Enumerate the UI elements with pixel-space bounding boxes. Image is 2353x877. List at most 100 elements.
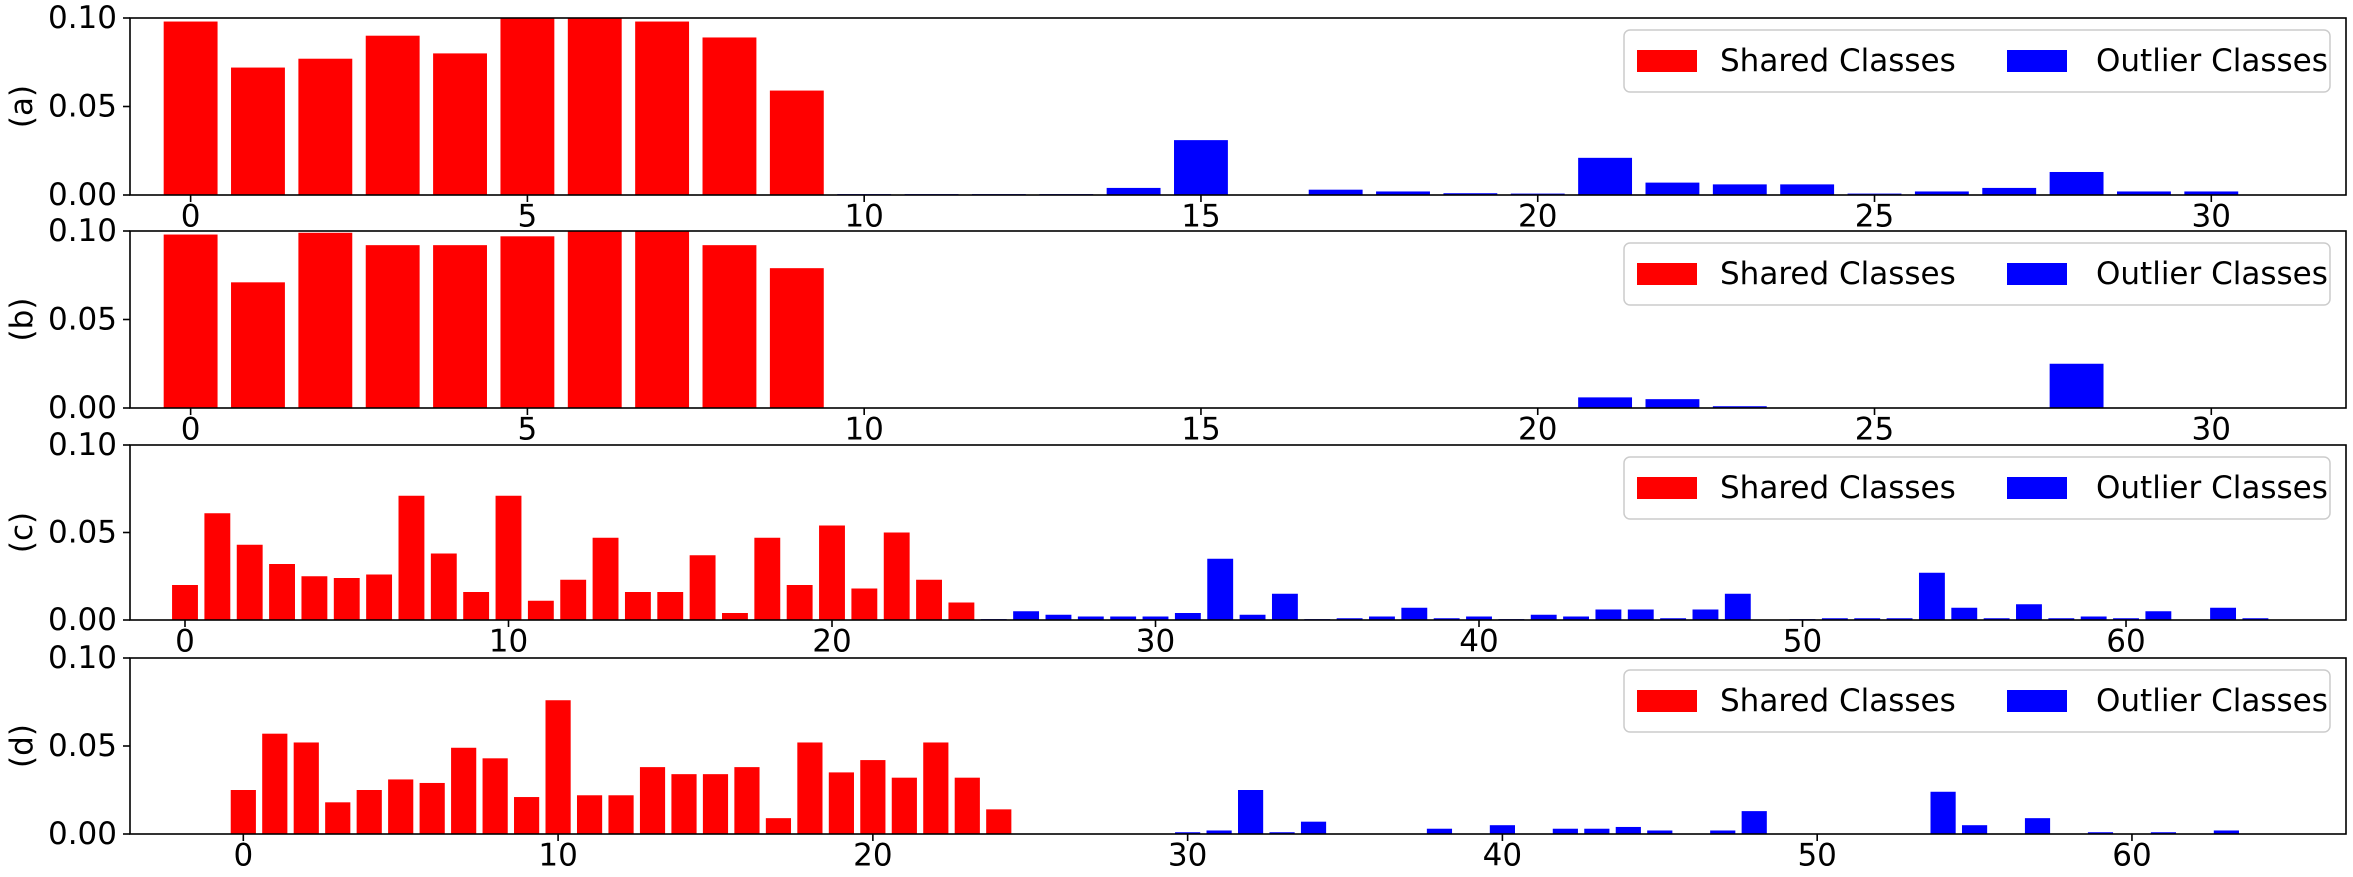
y-tick-label: 0.00 xyxy=(48,177,117,213)
outlier-bar xyxy=(1369,616,1395,620)
shared-bar xyxy=(689,555,716,620)
outlier-bar xyxy=(1692,609,1719,620)
shared-bar xyxy=(916,579,942,620)
outlier-bar xyxy=(1854,618,1881,620)
shared-bar xyxy=(702,37,757,195)
x-tick-label: 10 xyxy=(844,411,883,447)
legend-label-shared: Shared Classes xyxy=(1720,256,1956,292)
shared-bar xyxy=(269,564,295,620)
outlier-bar xyxy=(1443,193,1498,195)
outlier-bar xyxy=(2016,604,2042,620)
y-tick-label: 0.05 xyxy=(48,89,117,125)
outlier-bar xyxy=(1886,618,1913,620)
shared-bar xyxy=(986,809,1012,834)
legend-swatch-shared xyxy=(1637,477,1697,499)
shared-bar xyxy=(204,513,231,620)
shared-bar xyxy=(433,245,487,408)
y-axis-label: (a) xyxy=(4,85,40,128)
outlier-bar xyxy=(1951,607,1978,620)
x-tick-label: 30 xyxy=(1136,623,1175,659)
legend-label-shared: Shared Classes xyxy=(1720,43,1956,79)
shared-bar xyxy=(769,90,824,195)
x-tick-label: 60 xyxy=(2112,837,2151,873)
shared-bar xyxy=(236,544,263,620)
legend-swatch-outlier xyxy=(2007,690,2067,712)
shared-bar xyxy=(482,758,508,834)
shared-bar xyxy=(419,782,445,834)
outlier-bar xyxy=(1647,830,1673,834)
shared-bar xyxy=(702,774,729,834)
x-tick-label: 20 xyxy=(1518,198,1557,234)
shared-bar xyxy=(433,53,487,196)
x-tick-label: 30 xyxy=(2192,411,2231,447)
outlier-bar xyxy=(1271,593,1298,620)
shared-bar xyxy=(567,231,622,408)
shared-bar xyxy=(365,245,420,408)
outlier-bar xyxy=(1741,811,1767,834)
shared-bar xyxy=(333,578,360,620)
x-tick-label: 0 xyxy=(233,837,253,873)
outlier-bar xyxy=(1206,830,1232,834)
shared-bar xyxy=(624,592,651,620)
shared-bar xyxy=(671,774,697,834)
subplot-c: 0.00 0.05 0.10 0 10 20 30 40 50 60 (c) Shared Class… xyxy=(4,427,2347,659)
x-tick-label: 30 xyxy=(2192,198,2231,234)
outlier-bar xyxy=(1110,616,1137,620)
x-tick-label: 40 xyxy=(1459,623,1498,659)
shared-bar xyxy=(769,268,824,408)
legend-label-shared: Shared Classes xyxy=(1720,683,1956,719)
outlier-bar xyxy=(1174,140,1228,195)
y-tick-label: 0.00 xyxy=(48,390,117,426)
legend-frame xyxy=(1623,29,2331,93)
shared-bar xyxy=(495,495,522,620)
legend-swatch-shared xyxy=(1637,50,1697,72)
outlier-bar xyxy=(1106,187,1161,195)
shared-bar xyxy=(527,600,554,620)
shared-bar xyxy=(366,574,393,620)
shared-bar xyxy=(592,537,619,620)
x-tick-label: 0 xyxy=(181,198,201,234)
x-tick-label: 10 xyxy=(538,837,577,873)
shared-bar xyxy=(722,613,748,620)
x-tick-label: 10 xyxy=(844,198,883,234)
shared-bar xyxy=(635,21,690,195)
shared-bar xyxy=(163,234,218,408)
outlier-bar xyxy=(1660,618,1687,620)
shared-bar xyxy=(754,537,781,620)
shared-bar xyxy=(301,576,328,620)
x-tick-label: 20 xyxy=(1518,411,1557,447)
x-tick-label: 60 xyxy=(2106,623,2145,659)
outlier-bar xyxy=(1045,614,1072,620)
legend-label-outlier: Outlier Classes xyxy=(2096,256,2328,292)
shared-bar xyxy=(819,525,845,620)
shared-bar xyxy=(797,742,823,834)
y-tick-label: 0.10 xyxy=(48,427,117,463)
subplot-a: 0.00 0.05 0.10 0 5 10 15 20 25 30 (a) Shared Classe… xyxy=(4,0,2347,234)
outlier-bar xyxy=(1584,828,1610,834)
shared-bar xyxy=(923,742,949,834)
shared-bar xyxy=(325,802,351,834)
legend-label-outlier: Outlier Classes xyxy=(2096,43,2328,79)
x-tick-label: 50 xyxy=(1797,837,1836,873)
outlier-bar xyxy=(1013,611,1040,620)
shared-bar xyxy=(567,18,622,195)
outlier-bar xyxy=(2184,191,2239,195)
outlier-bar xyxy=(1578,157,1633,195)
shared-bar xyxy=(398,495,425,620)
shared-bar xyxy=(500,18,555,195)
shared-bar xyxy=(657,592,684,620)
subplot-d: 0.00 0.05 0.10 0 10 20 30 40 50 60 (d) Shared Class… xyxy=(4,640,2347,873)
shared-bar xyxy=(451,747,477,834)
shared-bar xyxy=(293,742,319,834)
outlier-bar xyxy=(1175,832,1201,834)
legend-label-outlier: Outlier Classes xyxy=(2096,470,2328,506)
subplot-b: 0.00 0.05 0.10 0 5 10 15 20 25 30 (b) Shared Classe… xyxy=(4,213,2347,447)
shared-bar xyxy=(388,779,414,834)
outlier-bar xyxy=(2210,607,2237,620)
shared-bar xyxy=(786,585,813,620)
outlier-bar xyxy=(1269,832,1295,834)
shared-bar xyxy=(860,760,886,834)
legend-swatch-outlier xyxy=(2007,477,2067,499)
shared-bar xyxy=(702,245,757,408)
legend: Shared Classes Outlier Classes xyxy=(1623,669,2331,733)
